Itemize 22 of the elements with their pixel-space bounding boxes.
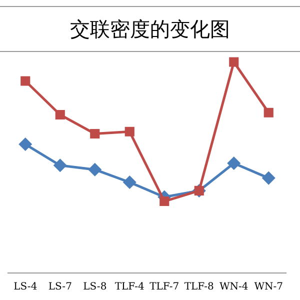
- x-tick-label: TLF-4: [114, 282, 144, 293]
- x-tick-label: LS-8: [83, 282, 107, 293]
- x-tick-label: LS-4: [14, 282, 38, 293]
- point: [88, 163, 102, 176]
- x-tick-label: LS-7: [48, 282, 72, 293]
- x-tick-label: TLF-7: [150, 282, 180, 293]
- x-tick-label: WN-4: [219, 282, 248, 293]
- point: [124, 126, 134, 136]
- x-tick-label: TLF-8: [184, 282, 214, 293]
- point: [229, 57, 239, 67]
- point: [160, 196, 170, 206]
- chart-title: 交联密度的变化图: [0, 6, 300, 52]
- point: [54, 159, 66, 172]
- x-tick-label: WN-7: [254, 282, 284, 293]
- point: [19, 138, 32, 151]
- point: [264, 108, 274, 118]
- point: [20, 76, 30, 86]
- point: [55, 110, 65, 120]
- point: [123, 176, 136, 189]
- point: [90, 128, 100, 139]
- point: [262, 172, 275, 184]
- point: [228, 157, 240, 170]
